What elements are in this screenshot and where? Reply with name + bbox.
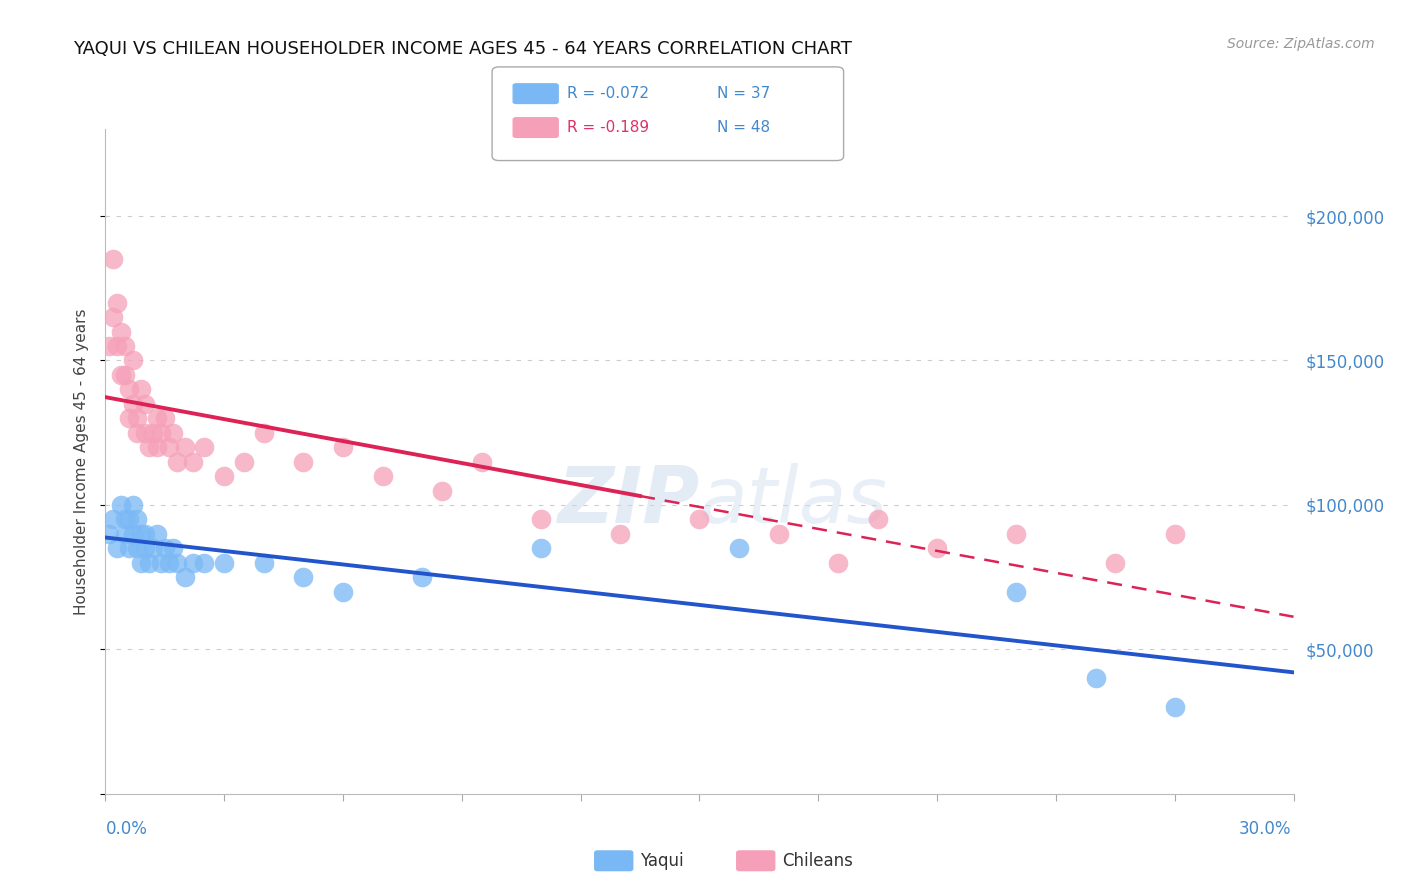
Point xyxy=(173,570,195,584)
Point xyxy=(127,425,149,440)
Point xyxy=(166,455,188,469)
Text: Chileans: Chileans xyxy=(782,852,852,870)
Text: Yaqui: Yaqui xyxy=(640,852,683,870)
Point xyxy=(162,541,184,556)
Point xyxy=(1005,526,1028,541)
Text: atlas: atlas xyxy=(700,464,887,540)
Point xyxy=(118,512,141,526)
Point xyxy=(689,512,711,526)
Point xyxy=(1005,584,1028,599)
Point xyxy=(118,541,141,556)
Y-axis label: Householder Income Ages 45 - 64 years: Householder Income Ages 45 - 64 years xyxy=(75,309,90,615)
Point xyxy=(530,512,553,526)
Point xyxy=(134,397,156,411)
Point xyxy=(728,541,751,556)
Point xyxy=(122,526,145,541)
Point xyxy=(105,295,128,310)
Point xyxy=(332,440,354,454)
Point xyxy=(103,310,125,325)
Text: R = -0.072: R = -0.072 xyxy=(567,87,648,101)
Point xyxy=(146,440,169,454)
Point xyxy=(110,325,132,339)
Point xyxy=(214,469,236,483)
Point xyxy=(157,440,180,454)
Point xyxy=(193,556,215,570)
Point xyxy=(127,512,149,526)
Point xyxy=(122,498,145,512)
Text: N = 48: N = 48 xyxy=(717,120,770,135)
Point xyxy=(173,440,195,454)
Point xyxy=(146,411,169,425)
Point xyxy=(530,541,553,556)
Text: ZIP: ZIP xyxy=(557,464,700,540)
Point xyxy=(105,339,128,353)
Point xyxy=(146,526,169,541)
Point xyxy=(1164,700,1187,714)
Point xyxy=(110,498,132,512)
Point xyxy=(609,526,631,541)
Point xyxy=(253,425,276,440)
Point xyxy=(181,455,204,469)
Point xyxy=(430,483,453,498)
Point xyxy=(371,469,394,483)
Point xyxy=(118,411,141,425)
Point xyxy=(103,512,125,526)
Text: YAQUI VS CHILEAN HOUSEHOLDER INCOME AGES 45 - 64 YEARS CORRELATION CHART: YAQUI VS CHILEAN HOUSEHOLDER INCOME AGES… xyxy=(73,40,852,58)
Point xyxy=(292,570,315,584)
Point xyxy=(292,455,315,469)
Point xyxy=(193,440,215,454)
Point xyxy=(142,425,165,440)
Point xyxy=(827,556,849,570)
Point xyxy=(157,556,180,570)
Point xyxy=(153,541,176,556)
Point xyxy=(1084,671,1107,685)
Point xyxy=(98,526,121,541)
Point xyxy=(114,526,136,541)
Text: R = -0.189: R = -0.189 xyxy=(567,120,648,135)
Point xyxy=(233,455,256,469)
Point xyxy=(134,425,156,440)
Point xyxy=(162,425,184,440)
Point xyxy=(122,397,145,411)
Point xyxy=(122,353,145,368)
Point xyxy=(129,383,152,397)
Point xyxy=(103,252,125,267)
Text: 0.0%: 0.0% xyxy=(105,820,148,838)
Text: N = 37: N = 37 xyxy=(717,87,770,101)
Point xyxy=(1164,526,1187,541)
Point xyxy=(114,368,136,382)
Point xyxy=(768,526,790,541)
Point xyxy=(925,541,948,556)
Point xyxy=(105,541,128,556)
Point xyxy=(181,556,204,570)
Point xyxy=(149,556,172,570)
Text: 30.0%: 30.0% xyxy=(1239,820,1291,838)
Point xyxy=(149,425,172,440)
Point xyxy=(127,541,149,556)
Point xyxy=(153,411,176,425)
Point xyxy=(1104,556,1126,570)
Point xyxy=(138,440,160,454)
Point xyxy=(98,339,121,353)
Point xyxy=(471,455,494,469)
Point xyxy=(114,339,136,353)
Point xyxy=(129,526,152,541)
Point xyxy=(134,526,156,541)
Point xyxy=(142,541,165,556)
Point xyxy=(127,411,149,425)
Point xyxy=(253,556,276,570)
Point xyxy=(166,556,188,570)
Text: Source: ZipAtlas.com: Source: ZipAtlas.com xyxy=(1227,37,1375,52)
Point xyxy=(214,556,236,570)
Point xyxy=(129,556,152,570)
Point xyxy=(110,368,132,382)
Point xyxy=(134,541,156,556)
Point xyxy=(114,512,136,526)
Point xyxy=(411,570,433,584)
Point xyxy=(332,584,354,599)
Point xyxy=(866,512,889,526)
Point xyxy=(118,383,141,397)
Point xyxy=(138,556,160,570)
